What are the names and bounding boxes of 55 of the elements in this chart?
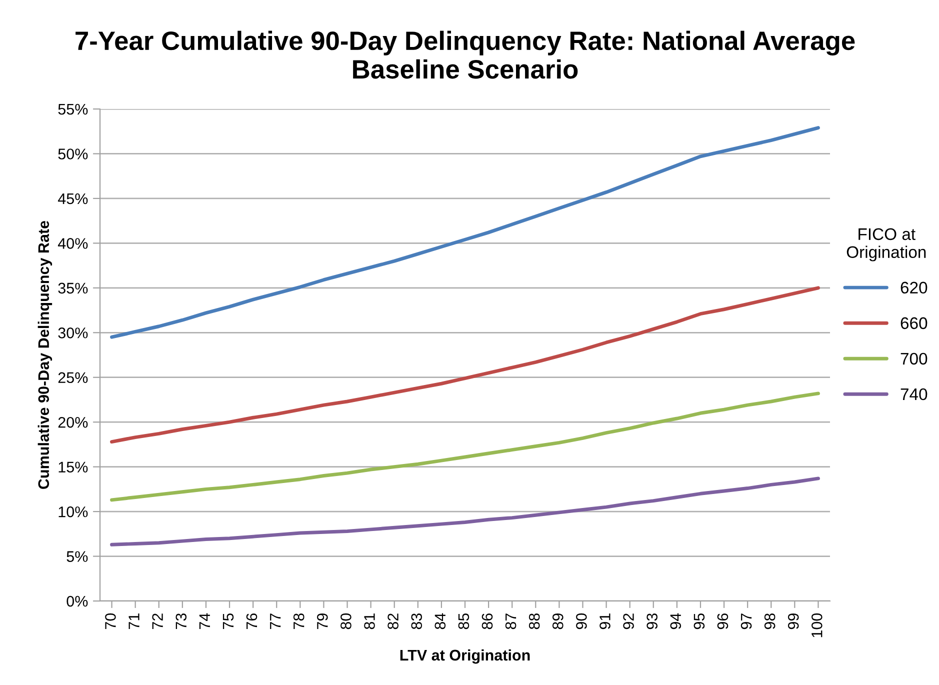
y-tick-label: 50% (58, 148, 88, 160)
x-tick-label: 73 (176, 613, 187, 630)
legend-label: 740 (900, 388, 928, 400)
line-series (110, 392, 820, 502)
y-tick-label: 10% (58, 506, 88, 518)
y-tick-label: 20% (58, 416, 88, 428)
x-tick-label: 99 (788, 614, 799, 630)
y-tick-label: 35% (58, 282, 88, 294)
y-tick-label: 30% (58, 328, 88, 338)
x-tick-label: 96 (717, 613, 728, 630)
x-tick-label: 80 (340, 613, 352, 630)
x-tick-label: 90 (576, 613, 587, 630)
x-tick-label: 93 (646, 613, 658, 630)
y-tick-label: 55% (58, 104, 88, 115)
x-tick-label: 82 (388, 614, 398, 630)
chart-title: 7-Year Cumulative 90-Day Delinquency Rate: National Average Baseline Scenario (76, 30, 855, 79)
legend-label: 620 (900, 282, 928, 294)
x-tick-label: 86 (482, 613, 493, 630)
y-tick-label: 5% (66, 551, 88, 562)
y-tick-label: 45% (58, 193, 88, 204)
legend-label: 700 (900, 352, 928, 365)
line-series (110, 476, 820, 546)
x-axis-title: LTV at Origination (400, 649, 530, 664)
y-tick-label: 40% (58, 238, 88, 249)
x-tick-label: 75 (222, 613, 234, 630)
y-tick-label: 25% (58, 372, 88, 384)
x-tick-label: 78 (293, 613, 304, 630)
x-tick-label: 100 (812, 613, 822, 638)
x-tick-label: 88 (528, 613, 540, 630)
x-tick-label: 91 (600, 614, 610, 630)
x-tick-label: 84 (434, 613, 446, 630)
legend-title: FICO at Origination (846, 228, 926, 262)
x-tick-label: 94 (670, 613, 682, 630)
x-tick-label: 77 (270, 614, 281, 630)
x-tick-label: 74 (199, 613, 210, 630)
x-tick-label: 72 (152, 614, 163, 630)
y-tick-label: 15% (58, 462, 88, 473)
x-tick-label: 89 (552, 614, 564, 630)
x-tick-label: 71 (128, 614, 140, 630)
x-tick-label: 70 (105, 613, 116, 630)
x-tick-label: 87 (505, 614, 516, 630)
x-tick-label: 81 (364, 614, 375, 630)
legend-label: 660 (900, 317, 928, 330)
x-tick-label: 97 (740, 614, 752, 630)
x-tick-label: 92 (623, 614, 634, 630)
x-tick-label: 85 (458, 613, 470, 630)
y-axis-title: Cumulative 90-Day Delinquency Rate (38, 220, 52, 489)
line-series (110, 126, 820, 339)
x-tick-label: 98 (764, 613, 776, 630)
x-tick-label: 76 (246, 613, 258, 630)
x-tick-label: 95 (694, 613, 705, 630)
y-tick-label: 0% (66, 596, 88, 607)
x-tick-label: 83 (411, 613, 422, 630)
x-tick-label: 79 (316, 614, 328, 630)
line-series (110, 286, 820, 444)
